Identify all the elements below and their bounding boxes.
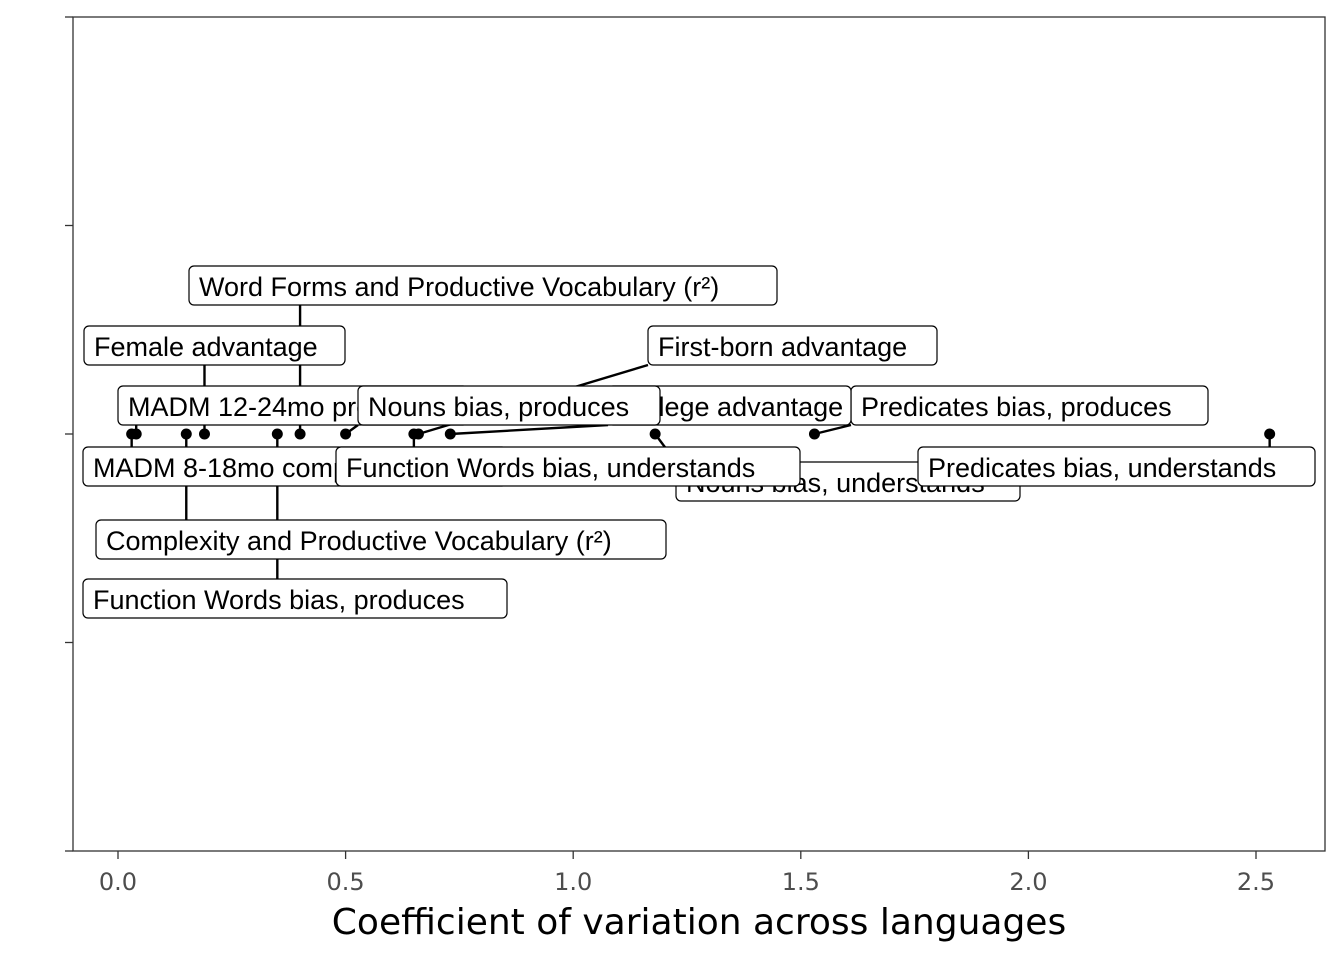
point-label-first-born-advantage: First-born advantage	[647, 325, 938, 366]
point-label-predicates-bias-understands: Predicates bias, understands	[917, 446, 1316, 487]
x-tick-label: 1.0	[554, 868, 592, 896]
label-text: Word Forms and Productive Vocabulary (r²…	[199, 272, 719, 302]
point-label-predicates-bias-produces: Predicates bias, produces	[850, 385, 1209, 426]
data-point-predicates-bias-understands	[1264, 428, 1276, 440]
label-box	[917, 446, 1316, 487]
label-box	[82, 578, 508, 619]
label-text: Predicates bias, produces	[861, 392, 1172, 422]
point-label-nouns-bias-produces: Nouns bias, produces	[357, 385, 661, 426]
data-point-function-words-bias-produces	[271, 428, 283, 440]
label-text: First-born advantage	[658, 332, 907, 362]
data-point-word-forms-and-productive-vocabulary-r	[294, 428, 306, 440]
label-text: Complexity and Productive Vocabulary (r²…	[106, 526, 612, 556]
x-tick-label: 0.0	[99, 868, 137, 896]
label-text: Nouns bias, produces	[368, 392, 629, 422]
label-text: Predicates bias, understands	[928, 453, 1276, 483]
x-tick-label: 1.5	[782, 868, 820, 896]
label-connector	[450, 423, 609, 436]
label-box	[335, 446, 801, 487]
point-label-function-words-bias-produces: Function Words bias, produces	[82, 578, 508, 619]
point-label-word-forms-and-productive-vocabulary-r: Word Forms and Productive Vocabulary (r²…	[188, 265, 778, 306]
label-box	[647, 325, 938, 366]
x-tick-label: 0.5	[327, 868, 365, 896]
label-connector	[814, 423, 852, 436]
x-axis-title: Coefficient of variation across language…	[332, 902, 1066, 943]
x-tick-label: 2.5	[1237, 868, 1275, 896]
data-point-college-advantage	[444, 428, 456, 440]
data-point-madm-12-24mo-production	[130, 428, 142, 440]
point-label-female-advantage: Female advantage	[83, 325, 346, 366]
points-layer	[126, 428, 1276, 440]
label-text: Female advantage	[94, 332, 318, 362]
data-point-female-advantage	[198, 428, 210, 440]
data-point-nouns-bias-understands	[649, 428, 661, 440]
axes-layer: 0.0 0.5 1.0 1.5 2.0 2.5	[65, 16, 1275, 896]
label-box	[83, 325, 346, 366]
point-label-function-words-bias-understands: Function Words bias, understands	[335, 446, 801, 487]
label-box	[357, 385, 661, 426]
data-point-predicates-bias-produces	[808, 428, 820, 440]
label-box	[95, 519, 667, 560]
data-point-complexity-and-productive-vocabulary-r	[180, 428, 192, 440]
point-label-complexity-and-productive-vocabulary-r: Complexity and Productive Vocabulary (r²…	[95, 519, 667, 560]
label-text: Function Words bias, produces	[93, 585, 465, 615]
data-point-nouns-bias-produces	[340, 428, 352, 440]
label-text: Function Words bias, understands	[346, 453, 755, 483]
label-box	[188, 265, 778, 306]
data-point-first-born-advantage	[412, 428, 424, 440]
x-tick-label: 2.0	[1009, 868, 1047, 896]
